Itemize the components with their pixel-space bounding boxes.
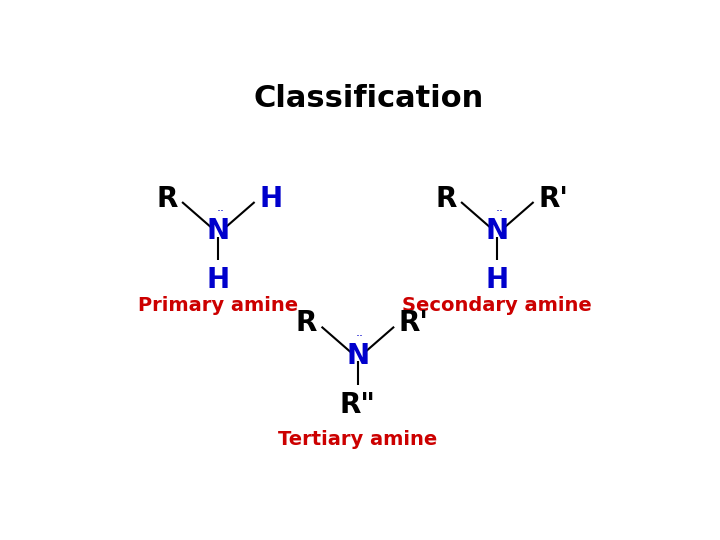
Text: R: R [156,185,178,213]
Text: R": R" [340,391,376,419]
Text: N: N [207,217,230,245]
Text: H: H [259,185,282,213]
Text: Primary amine: Primary amine [138,296,298,315]
Text: N: N [486,217,509,245]
Text: H: H [486,266,509,294]
Text: ··: ·· [217,205,225,218]
Text: R': R' [538,185,568,213]
Text: ··: ·· [495,205,503,218]
Text: R: R [435,185,456,213]
Text: H: H [207,266,230,294]
Text: Secondary amine: Secondary amine [402,296,593,315]
Text: R': R' [399,309,428,338]
Text: N: N [346,342,369,370]
Text: ··: ·· [356,329,364,342]
Text: R: R [296,309,317,338]
Text: Tertiary amine: Tertiary amine [278,429,438,449]
Text: Classification: Classification [254,84,484,112]
